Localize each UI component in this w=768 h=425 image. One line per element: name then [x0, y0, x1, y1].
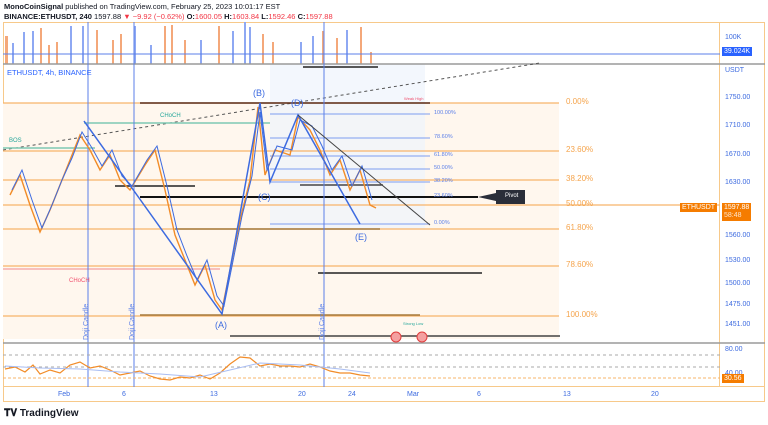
- bos-label: BOS: [9, 138, 22, 144]
- last-price: 1597.88: [94, 12, 122, 21]
- pivot-label: Pivot: [505, 193, 519, 199]
- choch-bearish-label: CHoCH: [69, 278, 90, 284]
- choch-label: CHoCH: [160, 113, 181, 119]
- point-c-label: (C): [258, 192, 271, 202]
- publish-info: MonoCoinSignal published on TradingView.…: [4, 2, 280, 11]
- low-value: 1592.46: [268, 12, 296, 21]
- pivot-callout: [478, 190, 525, 204]
- volume-bars: [5, 22, 372, 64]
- point-a-label: (A): [215, 320, 227, 330]
- point-d-label: (D): [291, 98, 304, 108]
- doji-label-1: Doji Candle: [83, 303, 90, 340]
- close-value: 1597.88: [305, 12, 333, 21]
- trend-line[interactable]: [2, 62, 541, 151]
- weak-high-label: Weak High: [404, 96, 424, 101]
- point-e-label: (E): [355, 232, 367, 242]
- rsi-ma: [4, 362, 371, 378]
- change: ▼ −9.92 (−0.62%): [123, 12, 185, 21]
- symbol-price-tag: ETHUSDT: [680, 203, 718, 212]
- rsi-tag: 30.56: [722, 374, 744, 383]
- event-icon[interactable]: [390, 331, 402, 343]
- doji-label-2: Doji Candle: [129, 303, 136, 340]
- symbol-line: BINANCE:ETHUSDT, 240: [4, 12, 92, 21]
- tradingview-logo: 𝐓𝐕 TradingView: [4, 408, 79, 419]
- high-value: 1603.84: [232, 12, 260, 21]
- event-icon[interactable]: [416, 331, 428, 343]
- fib-lines: [3, 102, 720, 317]
- doji-label-3: Doji Candle: [319, 303, 326, 340]
- publisher: MonoCoinSignal: [4, 2, 64, 11]
- price-axis[interactable]: [720, 22, 765, 387]
- chart-symbol-title: ETHUSDT, 4h, BINANCE: [7, 68, 92, 77]
- rsi-line: [4, 356, 371, 381]
- wedge-line[interactable]: [297, 114, 431, 226]
- ohlc-line: BINANCE:ETHUSDT, 240 1597.88 ▼ −9.92 (−0…: [4, 12, 333, 21]
- open-value: 1600.05: [194, 12, 223, 21]
- volume-tag: 39.024K: [722, 47, 753, 56]
- doji-lines: [87, 22, 325, 387]
- published-text: published on TradingView.com, February 2…: [65, 2, 281, 11]
- volume-axis-label: 100K: [725, 34, 742, 41]
- time-axis[interactable]: [3, 387, 765, 402]
- abcde-pattern[interactable]: [83, 102, 361, 316]
- last-price-tag: 1597.88 58:48: [722, 203, 752, 221]
- unit-label: USDT: [725, 67, 745, 74]
- tv-logo-icon: 𝐓𝐕: [4, 408, 18, 419]
- strong-low-label: Strong Low: [403, 321, 424, 326]
- point-b-label: (B): [253, 88, 265, 98]
